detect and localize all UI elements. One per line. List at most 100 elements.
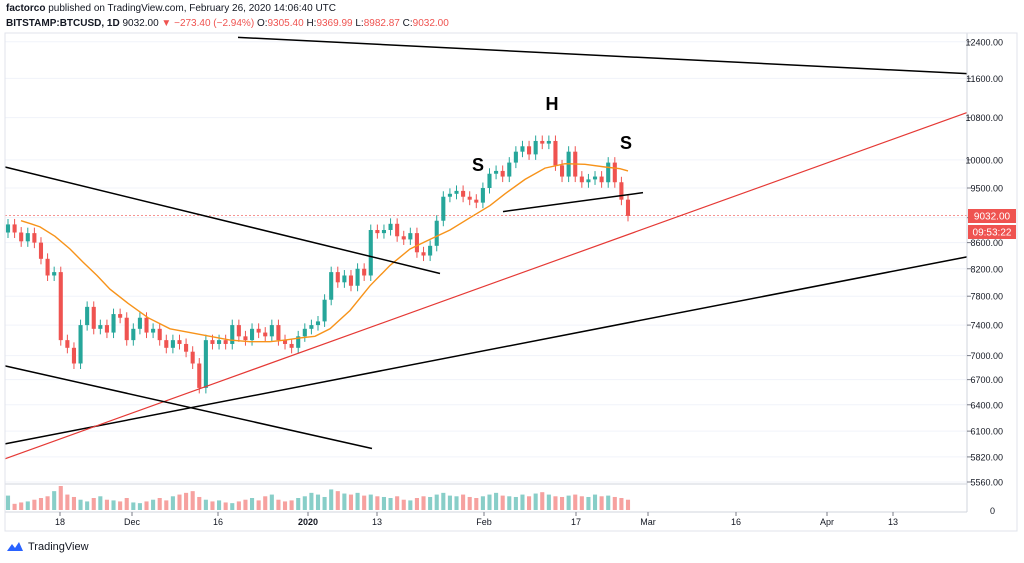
volume-bar: [230, 503, 235, 510]
volume-bar: [296, 498, 301, 510]
volume-bar: [25, 501, 30, 510]
volume-bar: [52, 491, 57, 510]
black-trendline: [4, 256, 968, 445]
publish-info: factorco published on TradingView.com, F…: [6, 3, 336, 14]
candle-body: [85, 306, 90, 326]
volume-bar: [19, 502, 24, 510]
x-tick-label: 16: [731, 517, 741, 527]
volume-bar: [5, 495, 11, 510]
tradingview-logo[interactable]: TradingView: [6, 541, 89, 553]
candle-body: [540, 140, 545, 144]
candle-body: [375, 230, 380, 234]
volume-bar: [454, 496, 459, 510]
candle-body: [19, 232, 24, 242]
candle-body: [144, 317, 149, 333]
volume-bar: [375, 496, 380, 510]
volume-bar: [236, 501, 241, 510]
volume-bar: [78, 499, 83, 510]
candle-body: [401, 236, 406, 240]
close-value: 9032.00: [412, 18, 449, 29]
candle-body: [236, 325, 241, 337]
volume-bar: [269, 494, 274, 510]
volume-bar: [203, 499, 208, 510]
price-label-badge: 9032.00 09:53:22: [968, 209, 1016, 239]
volume-bar: [32, 499, 37, 510]
volume-bar: [579, 496, 584, 510]
y-tick-label: 7000.00: [970, 351, 1003, 361]
volume-bar: [335, 491, 340, 510]
published-text: published on TradingView.com, February 2…: [48, 3, 337, 14]
candle-body: [322, 299, 327, 322]
candle-body: [441, 196, 446, 221]
low-value: 8982.87: [363, 18, 400, 29]
volume-bar: [428, 496, 433, 510]
moving-average-line: [20, 162, 629, 343]
volume-bar: [65, 494, 70, 510]
red-trendline: [4, 111, 968, 460]
price-axis[interactable]: 12400.0011600.0010800.0010000.009500.009…: [965, 37, 1003, 516]
candle-body: [263, 332, 268, 337]
candle-body: [249, 328, 255, 341]
candle-body: [368, 230, 373, 276]
volume-bar: [527, 496, 532, 510]
pattern-labels: S H S: [472, 94, 632, 175]
volume-bar: [223, 502, 228, 510]
volume-bar: [151, 499, 156, 510]
low-label: L:: [355, 18, 364, 29]
volume-bar: [58, 486, 63, 510]
volume-bar: [368, 494, 373, 510]
volume-bar: [71, 496, 77, 510]
volume-bar: [546, 494, 551, 510]
y-grid: [5, 41, 967, 483]
black-trendline: [502, 191, 644, 213]
candle-body: [579, 176, 584, 183]
candle-body: [395, 223, 400, 237]
volume-bar: [355, 492, 360, 510]
volume-bar: [461, 494, 466, 510]
volume-bar: [210, 501, 215, 510]
candle-body: [520, 146, 525, 152]
volume-bar: [348, 494, 354, 510]
candle-body: [467, 196, 472, 200]
volume-bar: [553, 496, 558, 510]
volume-bar: [474, 498, 479, 510]
volume-zero-label: 0: [990, 506, 995, 516]
volume-bar: [362, 495, 367, 510]
y-tick-label: 10800.00: [965, 113, 1003, 123]
volume-bar: [606, 495, 611, 510]
volume-bar: [342, 493, 347, 510]
volume-bar: [540, 492, 545, 510]
time-axis[interactable]: 18 Dec 16 2020 13 Feb 17 Mar 16 Apr 13: [55, 512, 898, 527]
symbol-name[interactable]: BITSTAMP:BTCUSD, 1D: [6, 18, 120, 29]
candle-body: [348, 275, 354, 286]
candle-body: [527, 146, 532, 155]
candle-body: [58, 272, 63, 341]
x-tick-label: Apr: [820, 517, 834, 527]
black-trendline: [4, 166, 441, 275]
candle-body: [137, 317, 142, 329]
price-label-text: 9032.00: [974, 212, 1011, 223]
y-tick-label: 7400.00: [970, 321, 1003, 331]
candle-body: [131, 328, 136, 341]
last-price: 9032.00: [122, 18, 159, 29]
volume-bar: [12, 503, 17, 510]
publisher-name[interactable]: factorco: [6, 3, 46, 14]
chart-area[interactable]: [5, 33, 967, 482]
candle-body: [414, 233, 419, 253]
candle-body: [309, 325, 314, 329]
candle-body: [507, 162, 512, 177]
volume-bar: [184, 492, 189, 510]
volume-bar: [164, 500, 169, 510]
volume-bar: [619, 498, 624, 510]
candle-body: [447, 193, 452, 197]
volume-bar: [414, 498, 419, 510]
candle-body: [52, 272, 57, 276]
candle-body: [210, 340, 215, 344]
volume-bar: [447, 495, 452, 510]
volume-bar: [243, 499, 248, 510]
volume-bar: [592, 494, 598, 510]
candle-body: [164, 340, 169, 348]
price-change: ▼ −273.40 (−2.94%): [161, 18, 255, 29]
volume-bar: [599, 496, 604, 510]
